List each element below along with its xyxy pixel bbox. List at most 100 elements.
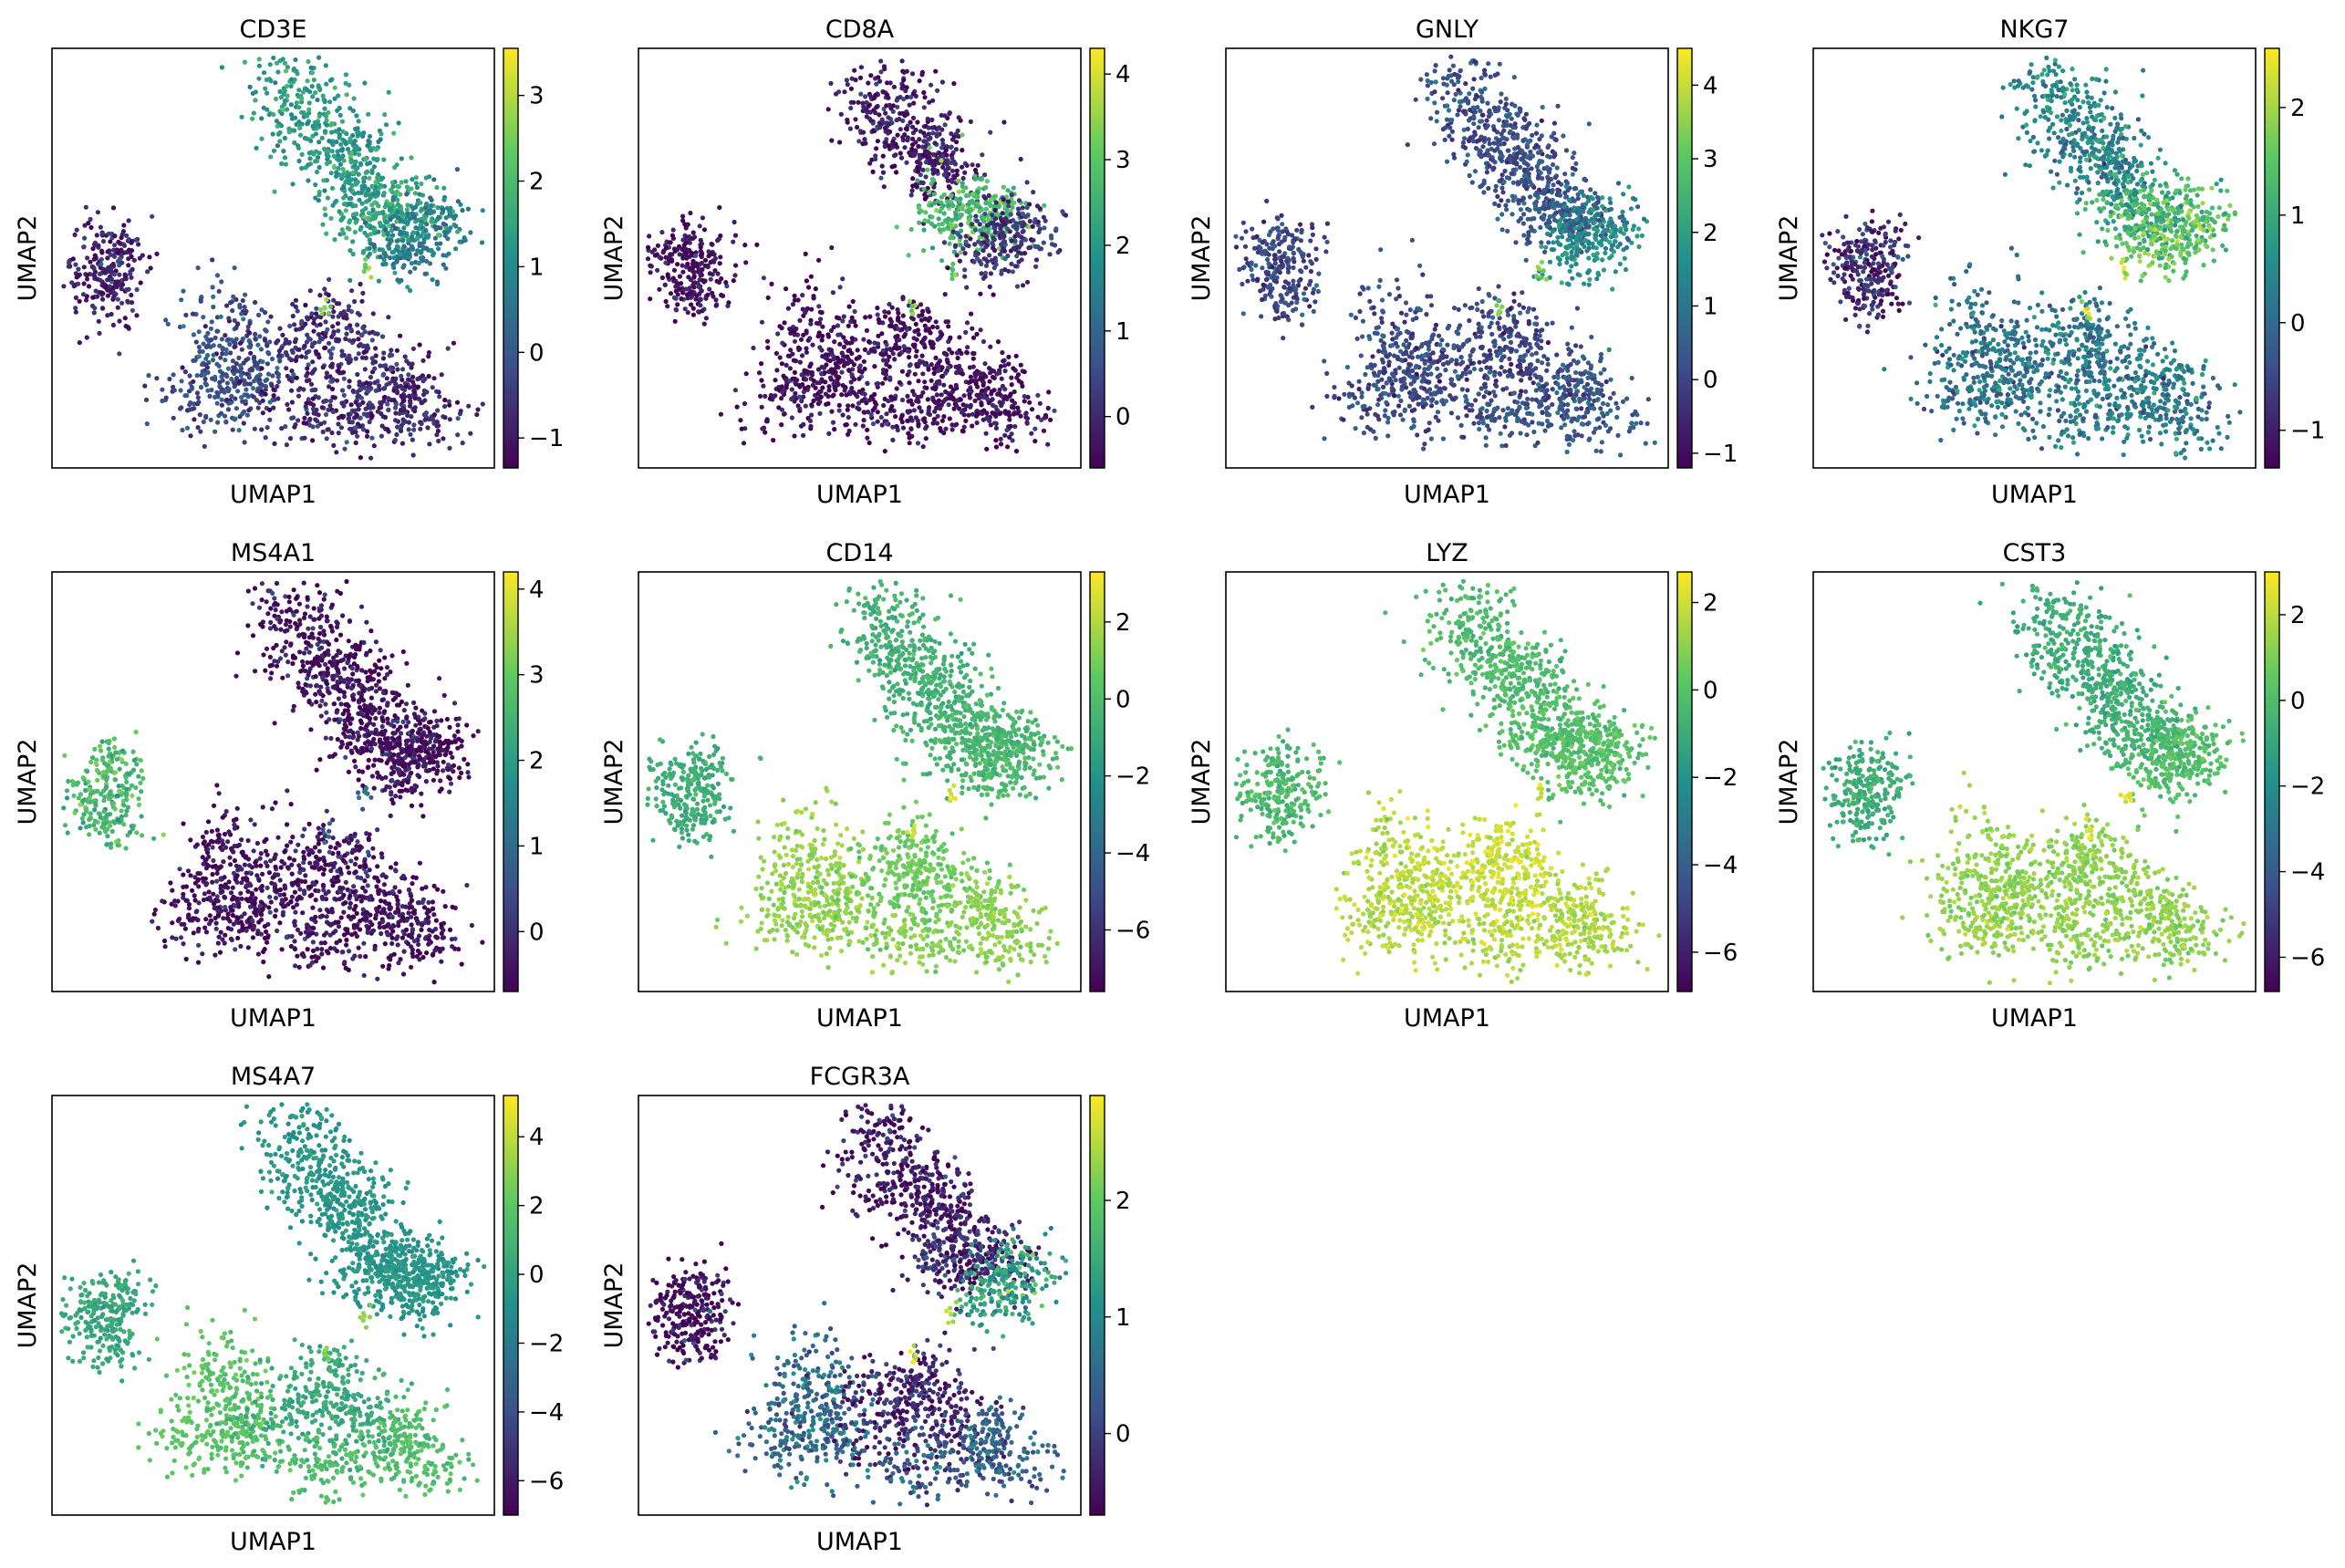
data-point bbox=[411, 452, 416, 457]
data-point bbox=[957, 115, 961, 119]
data-point bbox=[334, 450, 338, 454]
data-point bbox=[213, 336, 218, 340]
data-point bbox=[1553, 175, 1558, 180]
data-point bbox=[220, 371, 224, 376]
data-point bbox=[356, 337, 360, 341]
data-point bbox=[881, 154, 886, 159]
data-point bbox=[865, 381, 869, 386]
data-point bbox=[816, 258, 821, 263]
data-point bbox=[656, 244, 660, 248]
data-point bbox=[154, 376, 159, 380]
data-point bbox=[329, 431, 334, 435]
data-point bbox=[855, 125, 859, 130]
data-point bbox=[310, 70, 315, 75]
data-point bbox=[431, 210, 436, 214]
data-point bbox=[1461, 109, 1466, 113]
data-point bbox=[226, 337, 231, 342]
data-point bbox=[415, 377, 420, 381]
data-point bbox=[901, 78, 906, 82]
data-point bbox=[231, 295, 235, 299]
data-point bbox=[300, 152, 305, 157]
data-point bbox=[900, 111, 905, 116]
data-point bbox=[975, 219, 980, 223]
data-point bbox=[900, 58, 905, 63]
data-point bbox=[697, 267, 701, 272]
data-point bbox=[72, 284, 77, 288]
data-point bbox=[82, 244, 87, 249]
data-point bbox=[375, 388, 379, 392]
data-point bbox=[1504, 137, 1509, 141]
data-point bbox=[1039, 418, 1043, 422]
data-point bbox=[481, 401, 485, 406]
data-point bbox=[803, 386, 807, 390]
data-point bbox=[380, 373, 385, 378]
data-point bbox=[981, 339, 986, 344]
data-point bbox=[685, 262, 690, 266]
data-point bbox=[957, 190, 961, 194]
data-point bbox=[306, 178, 310, 182]
data-point bbox=[441, 436, 445, 441]
data-point bbox=[887, 103, 892, 108]
data-point bbox=[188, 433, 192, 438]
data-point bbox=[327, 311, 331, 316]
data-point bbox=[116, 251, 120, 255]
data-point bbox=[1445, 118, 1449, 122]
data-point bbox=[109, 276, 114, 281]
data-point bbox=[809, 275, 814, 279]
data-point bbox=[929, 83, 933, 88]
data-point bbox=[347, 83, 351, 88]
data-point bbox=[848, 106, 853, 110]
data-point bbox=[291, 314, 296, 318]
data-point bbox=[661, 250, 666, 254]
data-point bbox=[983, 244, 988, 249]
data-point bbox=[901, 426, 906, 431]
data-point bbox=[793, 294, 797, 298]
data-point bbox=[928, 145, 932, 150]
data-point bbox=[924, 386, 929, 390]
data-point bbox=[296, 159, 301, 163]
data-point bbox=[841, 354, 846, 358]
data-point bbox=[278, 130, 283, 135]
data-point bbox=[677, 287, 681, 292]
data-point bbox=[685, 237, 690, 242]
data-point bbox=[330, 377, 335, 381]
colorbar bbox=[503, 48, 518, 468]
data-point bbox=[360, 291, 365, 296]
data-point bbox=[663, 260, 668, 265]
data-point bbox=[910, 125, 915, 130]
data-point bbox=[307, 100, 312, 105]
data-point bbox=[220, 337, 224, 341]
data-point bbox=[345, 316, 349, 320]
data-point bbox=[922, 105, 927, 109]
data-point bbox=[1518, 107, 1522, 111]
data-point bbox=[1487, 109, 1491, 114]
data-point bbox=[994, 408, 999, 412]
data-point bbox=[646, 245, 650, 250]
data-point bbox=[881, 403, 886, 408]
data-point bbox=[799, 337, 804, 342]
data-point bbox=[82, 265, 87, 269]
data-point bbox=[1012, 389, 1017, 394]
data-point bbox=[904, 127, 908, 131]
data-point bbox=[342, 447, 347, 452]
data-point bbox=[918, 360, 922, 365]
data-point bbox=[119, 301, 124, 306]
data-point bbox=[779, 422, 783, 427]
data-point bbox=[321, 94, 326, 99]
data-point bbox=[234, 406, 239, 410]
data-point bbox=[861, 337, 866, 342]
data-point bbox=[791, 302, 795, 306]
data-point bbox=[353, 426, 358, 431]
data-point bbox=[232, 339, 236, 344]
data-point bbox=[85, 335, 89, 339]
data-point bbox=[810, 343, 815, 348]
data-point bbox=[1456, 79, 1460, 84]
data-point bbox=[370, 405, 375, 410]
data-point bbox=[991, 369, 996, 373]
data-point bbox=[308, 401, 313, 406]
data-point bbox=[820, 354, 825, 358]
data-point bbox=[962, 171, 967, 175]
data-point bbox=[395, 244, 399, 249]
data-point bbox=[818, 310, 823, 315]
data-point bbox=[251, 386, 255, 390]
